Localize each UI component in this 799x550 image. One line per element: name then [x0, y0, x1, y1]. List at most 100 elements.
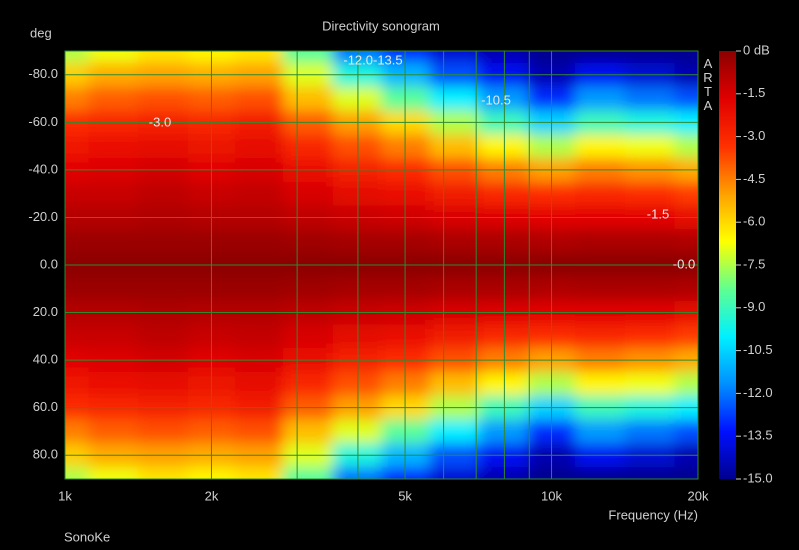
heat-cell	[283, 134, 334, 159]
heat-cell	[235, 229, 284, 254]
heat-cell	[88, 372, 139, 397]
heat-cell	[88, 419, 139, 444]
overlay	[64, 51, 699, 479]
heat-cell	[479, 324, 529, 349]
heat-cell	[138, 51, 189, 64]
heat-cell	[235, 467, 284, 479]
heat-cell	[235, 276, 284, 302]
heat-cell	[479, 229, 529, 254]
contour-label: -10.5	[481, 92, 511, 107]
heat-cell	[235, 372, 284, 397]
heat-cell	[283, 372, 334, 397]
heat-cell	[235, 419, 284, 444]
heat-cell	[88, 467, 139, 479]
heat-cell	[283, 51, 334, 64]
heat-cell	[283, 467, 334, 479]
heat-cell	[624, 467, 675, 479]
heat-cell	[381, 229, 430, 254]
y-tick-label: -80.0	[28, 66, 58, 81]
heat-cell	[674, 324, 698, 349]
heat-cell	[138, 467, 189, 479]
x-tick-label: 20k	[688, 488, 709, 503]
heat-cell	[283, 419, 334, 444]
x-tick-label: 5k	[398, 488, 412, 503]
heat-cell	[429, 324, 480, 349]
heat-cell	[429, 229, 480, 254]
heat-cell	[138, 134, 189, 159]
heat-cell	[429, 134, 480, 159]
heat-cell	[575, 419, 626, 444]
heat-cell	[138, 419, 189, 444]
colorbar-tick-label: -12.0	[743, 385, 773, 400]
colorbar-tick-label: -9.0	[743, 299, 765, 314]
heat-cell	[381, 276, 430, 302]
heat-cell	[674, 467, 698, 479]
heat-cell	[674, 229, 698, 254]
heat-cell	[381, 181, 430, 207]
heat-cell	[381, 467, 430, 479]
heat-cell	[429, 372, 480, 397]
heat-cell	[479, 467, 529, 479]
heat-cell	[674, 51, 698, 64]
heat-cell	[479, 419, 529, 444]
heat-cell	[381, 51, 430, 64]
heat-cell	[65, 229, 90, 254]
heat-cell	[332, 181, 382, 207]
heat-cell	[65, 419, 90, 444]
heat-cell	[575, 51, 626, 64]
y-tick-label: 40.0	[33, 352, 58, 367]
heat-cell	[283, 276, 334, 302]
heat-cell	[332, 51, 382, 64]
plot-frame	[64, 50, 699, 480]
y-tick-label: 80.0	[33, 447, 58, 462]
heat-cell	[332, 372, 382, 397]
heat-cell	[65, 324, 90, 349]
heat-cell	[65, 467, 90, 479]
heat-cell	[429, 419, 480, 444]
heat-cell	[479, 86, 529, 111]
colorbar	[719, 51, 736, 479]
heat-cell	[65, 181, 90, 207]
heat-cell	[429, 51, 480, 64]
heat-cell	[138, 181, 189, 207]
colorbar-tick-label: -7.5	[743, 256, 765, 271]
heat-cell	[429, 276, 480, 302]
heat-cell	[381, 372, 430, 397]
heat-cell	[235, 51, 284, 64]
heat-cell	[479, 372, 529, 397]
colorbar-tick-label: -1.5	[743, 85, 765, 100]
heat-cell	[624, 372, 675, 397]
y-tick-label: -40.0	[28, 161, 58, 176]
heat-cell	[332, 276, 382, 302]
colorbar-tick-label: -4.5	[743, 171, 765, 186]
contour-label: -1.5	[647, 206, 669, 221]
heat-cell	[88, 276, 139, 302]
heat-cell	[138, 86, 189, 111]
heat-cell	[65, 134, 90, 159]
colorbar-tick-label: -15.0	[743, 470, 773, 485]
heat-cell	[674, 372, 698, 397]
colorbar-tick-label: -6.0	[743, 214, 765, 229]
x-tick-label: 10k	[541, 488, 562, 503]
heat-cell	[332, 419, 382, 444]
heat-cell	[624, 324, 675, 349]
heat-cell	[332, 324, 382, 349]
heat-cell	[283, 181, 334, 207]
colorbar-tick-label: -13.5	[743, 428, 773, 443]
heat-cell	[624, 134, 675, 159]
brand: ARTA	[701, 56, 716, 112]
heat-cell	[88, 86, 139, 111]
heat-cell	[624, 419, 675, 444]
heat-cell	[429, 86, 480, 111]
heat-cell	[332, 467, 382, 479]
heat-cell	[88, 324, 139, 349]
heat-cell	[575, 134, 626, 159]
heat-cell	[138, 372, 189, 397]
heat-cell	[624, 51, 675, 64]
heat-cell	[381, 86, 430, 111]
heat-cell	[624, 181, 675, 207]
y-tick-label: 60.0	[33, 399, 58, 414]
y-tick-label: 20.0	[33, 304, 58, 319]
heat-cell	[429, 467, 480, 479]
